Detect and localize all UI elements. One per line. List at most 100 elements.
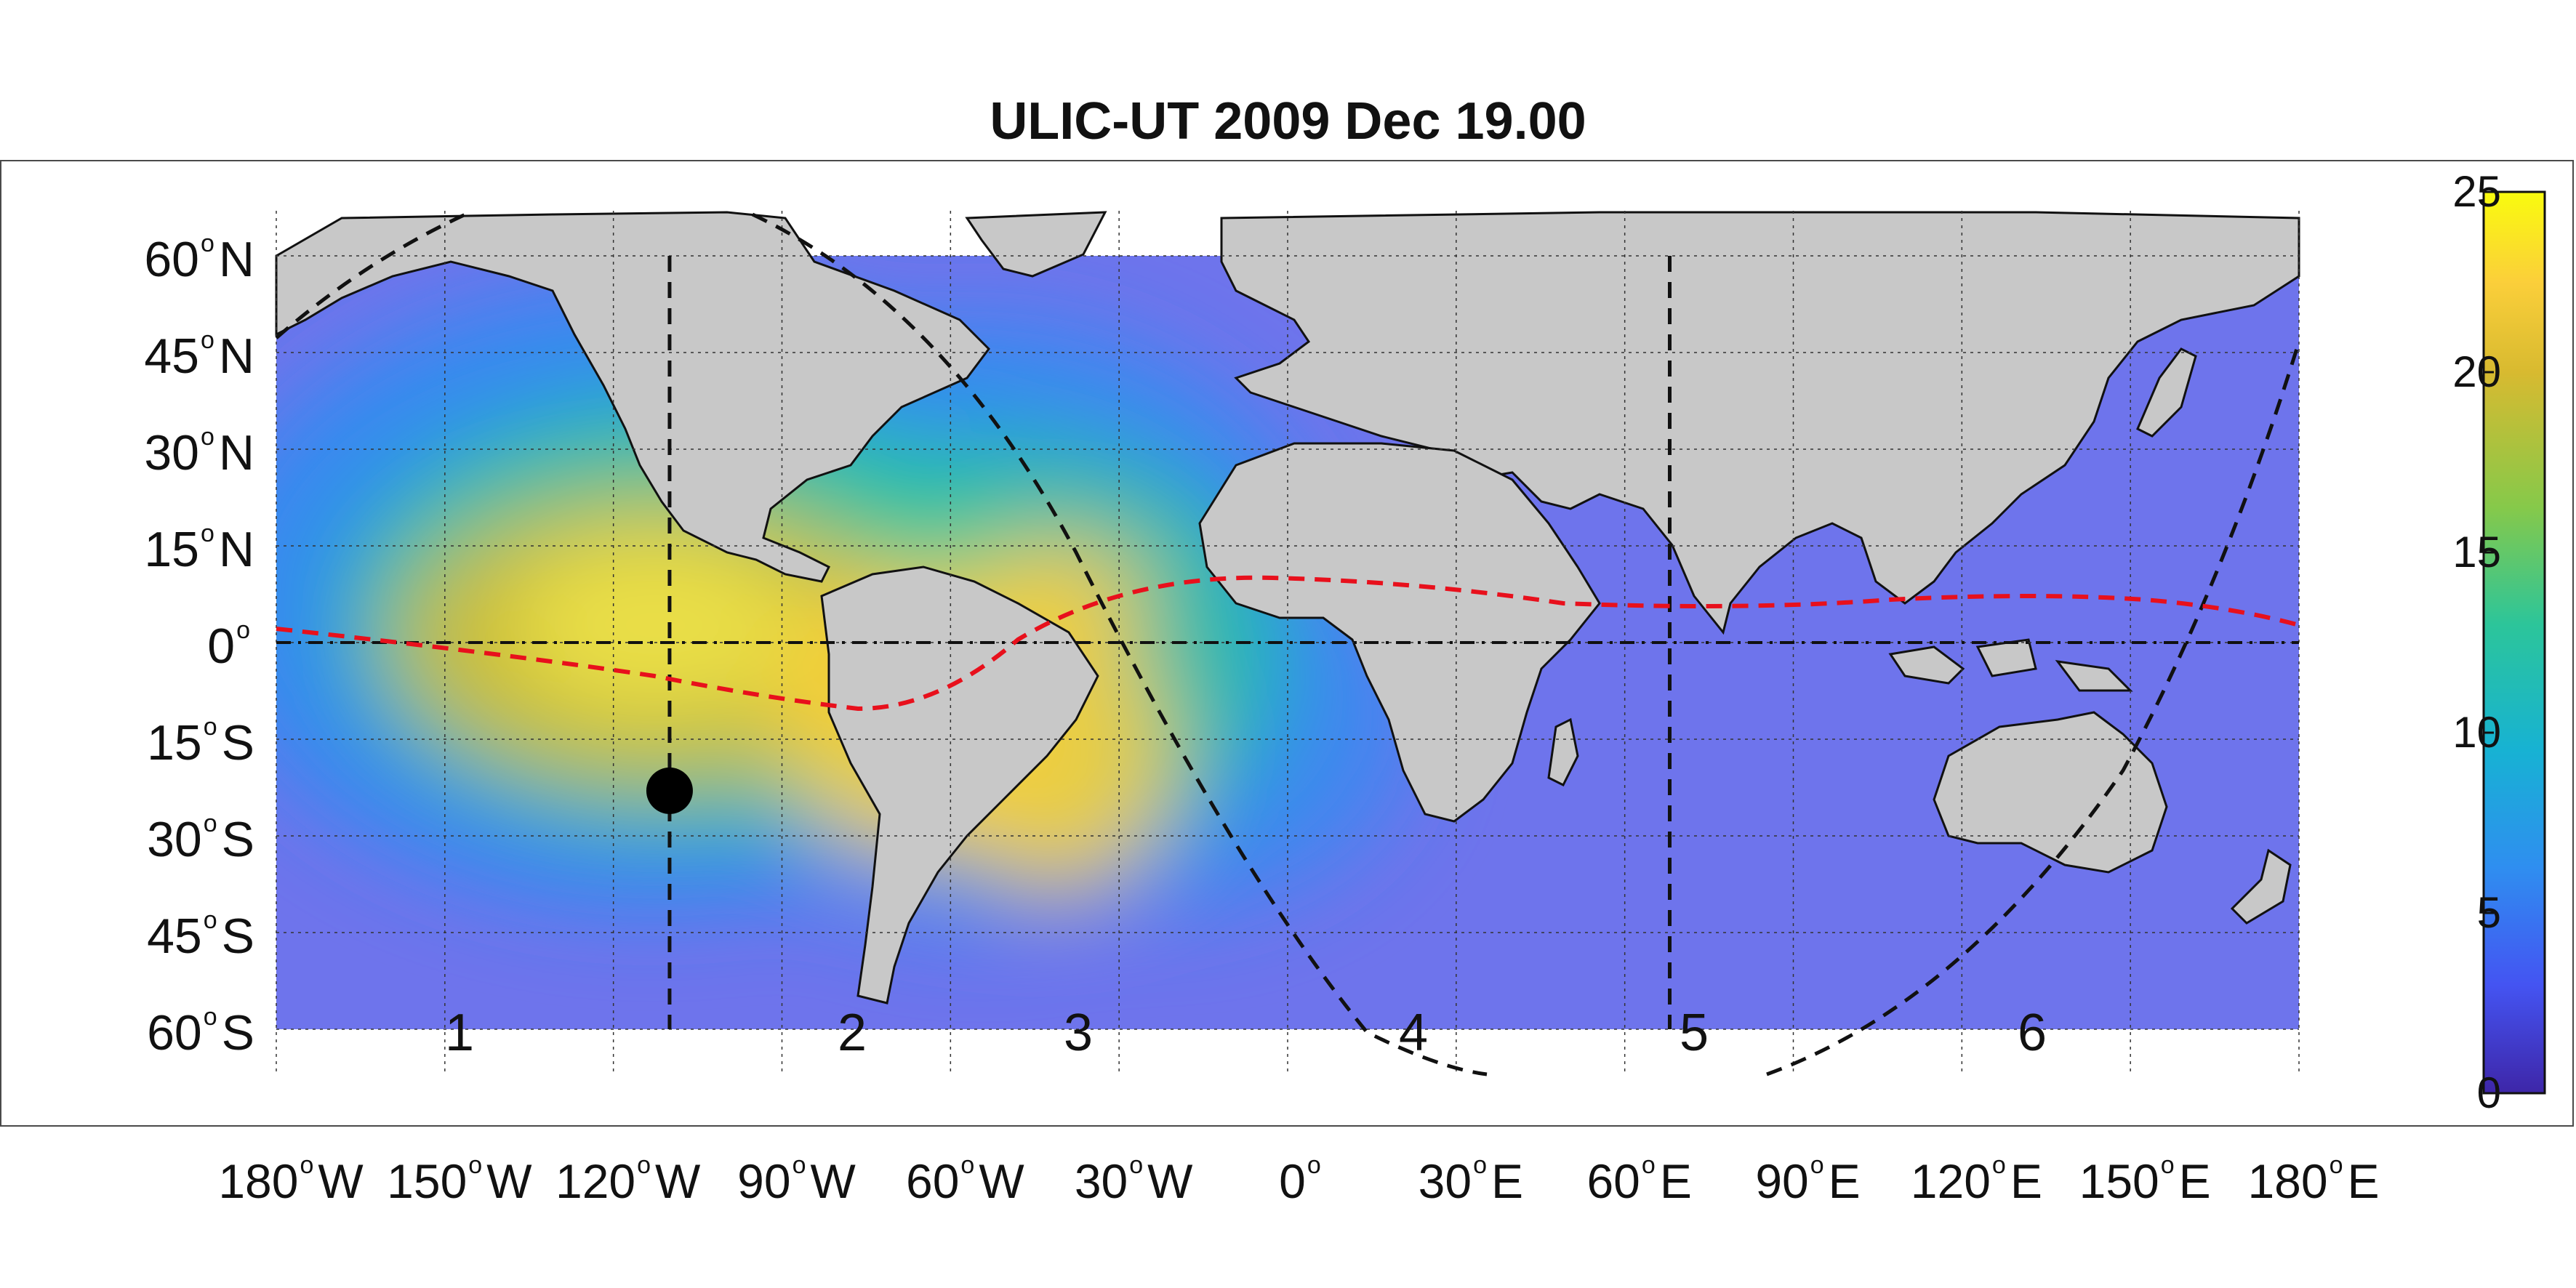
colorbar xyxy=(2482,190,2546,1095)
degree-symbol: o xyxy=(1810,1151,1824,1179)
axes-frame xyxy=(0,160,2574,1127)
latitude-label: 30oS xyxy=(124,811,254,864)
degree-symbol: o xyxy=(200,230,214,257)
colorbar-tick-label: 25 xyxy=(2452,167,2501,216)
colorbar-tick-label: 20 xyxy=(2452,347,2501,396)
latitude-degree-value: 30 xyxy=(147,812,202,867)
degree-symbol: o xyxy=(203,906,217,934)
degree-symbol: o xyxy=(1991,1151,2006,1179)
longitude-label: 150oE xyxy=(2079,1153,2211,1205)
longitude-label: 150oW xyxy=(387,1153,531,1205)
degree-symbol: o xyxy=(637,1151,651,1179)
terminator-curve-west xyxy=(275,212,467,339)
colorbar-tick-label: 10 xyxy=(2452,708,2501,757)
latitude-hemisphere: S xyxy=(221,1005,254,1060)
longitude-hemisphere: W xyxy=(486,1154,532,1208)
longitude-hemisphere: E xyxy=(1659,1154,1692,1208)
longitude-hemisphere: W xyxy=(979,1154,1024,1208)
latitude-hemisphere: N xyxy=(218,329,254,384)
longitude-label: 180oW xyxy=(218,1153,363,1205)
zone-label: 5 xyxy=(1679,1004,1709,1062)
zone-label: 2 xyxy=(837,1004,867,1062)
degree-symbol: o xyxy=(203,810,217,837)
longitude-degree-value: 30 xyxy=(1074,1154,1128,1208)
degree-symbol: o xyxy=(960,1151,975,1179)
latitude-degree-value: 45 xyxy=(147,909,202,964)
longitude-degree-value: 0 xyxy=(1279,1154,1306,1208)
longitude-label: 90oE xyxy=(1755,1153,1860,1205)
longitude-label: 60oW xyxy=(906,1153,1024,1205)
degree-symbol: o xyxy=(2329,1151,2343,1179)
latitude-degree-value: 0 xyxy=(207,619,236,674)
latitude-label: 60oN xyxy=(124,231,254,284)
longitude-hemisphere: W xyxy=(810,1154,856,1208)
degree-symbol: o xyxy=(200,423,214,451)
degree-symbol: o xyxy=(2160,1151,2175,1179)
latitude-degree-value: 45 xyxy=(144,329,199,384)
longitude-degree-value: 90 xyxy=(737,1154,791,1208)
degree-symbol: o xyxy=(792,1151,806,1179)
colorbar-tick-label: 0 xyxy=(2476,1068,2501,1117)
latitude-hemisphere: N xyxy=(218,232,254,287)
latitude-degree-value: 60 xyxy=(147,1005,202,1060)
latitude-label: 30oN xyxy=(124,424,254,478)
degree-symbol: o xyxy=(200,520,214,547)
longitude-label: 0o xyxy=(1279,1153,1325,1205)
latitude-label: 60oS xyxy=(124,1005,254,1058)
zone-label: 1 xyxy=(444,1004,475,1062)
latitude-degree-value: 60 xyxy=(144,232,199,287)
latitude-degree-value: 15 xyxy=(147,715,202,770)
latitude-degree-value: 15 xyxy=(144,522,199,577)
longitude-label: 120oE xyxy=(1911,1153,2042,1205)
land-masses xyxy=(275,211,2300,1005)
degree-symbol: o xyxy=(1307,1151,1321,1179)
longitude-hemisphere: E xyxy=(1828,1154,1861,1208)
degree-symbol: o xyxy=(300,1151,314,1179)
red-dashed-curve xyxy=(276,575,2300,712)
longitude-label: 180oE xyxy=(2247,1153,2379,1205)
longitude-degree-value: 150 xyxy=(2079,1154,2159,1208)
latitude-hemisphere: S xyxy=(221,812,254,867)
colorbar-tick-label: 15 xyxy=(2452,528,2501,576)
zone-label: 3 xyxy=(1063,1004,1094,1062)
terminator-curve-east xyxy=(1766,341,2301,1076)
latitude-label: 45oS xyxy=(124,908,254,961)
latitude-label: 15oN xyxy=(124,521,254,574)
latitude-label: 45oN xyxy=(124,328,254,381)
degree-symbol: o xyxy=(1129,1151,1144,1179)
longitude-degree-value: 180 xyxy=(218,1154,299,1208)
longitude-degree-value: 90 xyxy=(1755,1154,1809,1208)
longitude-label: 120oW xyxy=(555,1153,700,1205)
longitude-label: 30oW xyxy=(1075,1153,1193,1205)
location-marker xyxy=(646,767,693,814)
longitude-hemisphere: E xyxy=(2347,1154,2380,1208)
colorbar-ticks xyxy=(2484,190,2494,1095)
longitude-degree-value: 120 xyxy=(1910,1154,1991,1208)
latitude-hemisphere: N xyxy=(218,425,254,480)
degree-symbol: o xyxy=(1641,1151,1656,1179)
longitude-degree-value: 60 xyxy=(1586,1154,1640,1208)
longitude-hemisphere: W xyxy=(1147,1154,1193,1208)
longitude-label: 90oW xyxy=(737,1153,856,1205)
degree-symbol: o xyxy=(203,713,217,741)
degree-symbol: o xyxy=(236,616,250,644)
latitude-hemisphere: N xyxy=(218,522,254,577)
latitude-degree-value: 30 xyxy=(144,425,199,480)
longitude-degree-value: 150 xyxy=(387,1154,468,1208)
longitude-hemisphere: W xyxy=(655,1154,701,1208)
terminator-curve-center xyxy=(751,212,1488,1076)
latitude-hemisphere: S xyxy=(221,715,254,770)
longitude-degree-value: 180 xyxy=(2247,1154,2328,1208)
latitude-label: 0o xyxy=(124,618,254,671)
longitude-label: 30oE xyxy=(1419,1153,1523,1205)
degree-symbol: o xyxy=(1473,1151,1487,1179)
zone-label: 4 xyxy=(1398,1004,1429,1062)
longitude-degree-value: 120 xyxy=(555,1154,636,1208)
degree-symbol: o xyxy=(468,1151,483,1179)
latitude-hemisphere: S xyxy=(221,909,254,964)
longitude-hemisphere: E xyxy=(2178,1154,2211,1208)
longitude-hemisphere: E xyxy=(2010,1154,2042,1208)
longitude-hemisphere: W xyxy=(318,1154,364,1208)
